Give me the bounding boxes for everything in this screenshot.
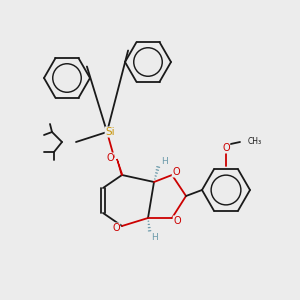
Text: O: O	[173, 216, 181, 226]
Text: O: O	[106, 153, 114, 163]
Text: CH₃: CH₃	[248, 137, 262, 146]
Text: Si: Si	[105, 127, 115, 137]
Text: O: O	[112, 223, 120, 233]
Text: H: H	[160, 157, 167, 166]
Text: O: O	[172, 167, 180, 177]
Text: H: H	[152, 232, 158, 242]
Text: O: O	[222, 143, 230, 153]
Polygon shape	[117, 159, 122, 175]
